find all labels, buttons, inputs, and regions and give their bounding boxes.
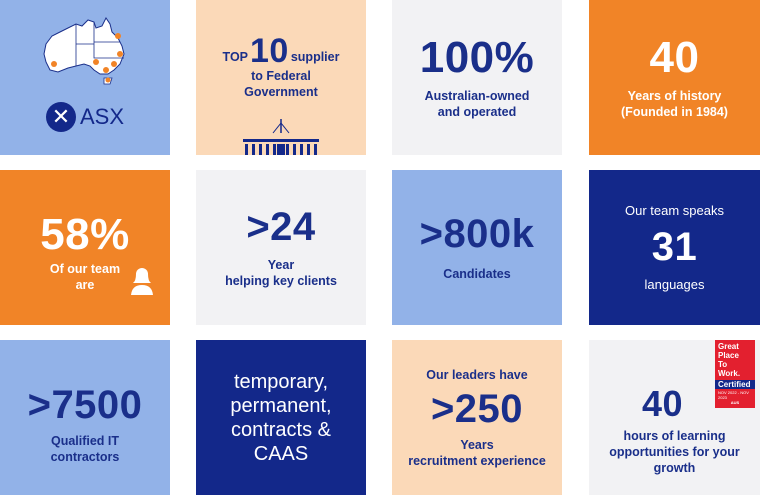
tile-helping-clients: >24 Year helping key clients (196, 170, 366, 325)
great-place-to-work-badge: Great Place To Work. Certified NOV 2022 … (715, 340, 755, 408)
tile-learning-hours: 40 hours of learning opportunities for y… (589, 340, 760, 495)
asx-logo: ✕ ASX (46, 102, 124, 132)
tile-australia-map-asx: ✕ ASX (0, 0, 170, 155)
tile-leaders-experience: Our leaders have >250 Years recruitment … (392, 340, 562, 495)
asx-x-icon: ✕ (46, 102, 76, 132)
tile-australian-owned: 100% Australian-owned and operated (392, 0, 562, 155)
tile-women-percentage: 58% Of our team are (0, 170, 170, 325)
tile-years-history: 40 Years of history (Founded in 1984) (589, 0, 760, 155)
parliament-house-icon (243, 119, 319, 155)
tile-languages: Our team speaks 31 languages (589, 170, 760, 325)
tile-placement-types: temporary, permanent, contracts & CAAS (196, 340, 366, 495)
tile-candidates: >800k Candidates (392, 170, 562, 325)
australia-map-icon (43, 17, 125, 85)
tile-it-contractors: >7500 Qualified IT contractors (0, 340, 170, 495)
female-person-icon (131, 268, 153, 295)
tile-top10-supplier: TOP 10 supplier to Federal Government (196, 0, 366, 155)
